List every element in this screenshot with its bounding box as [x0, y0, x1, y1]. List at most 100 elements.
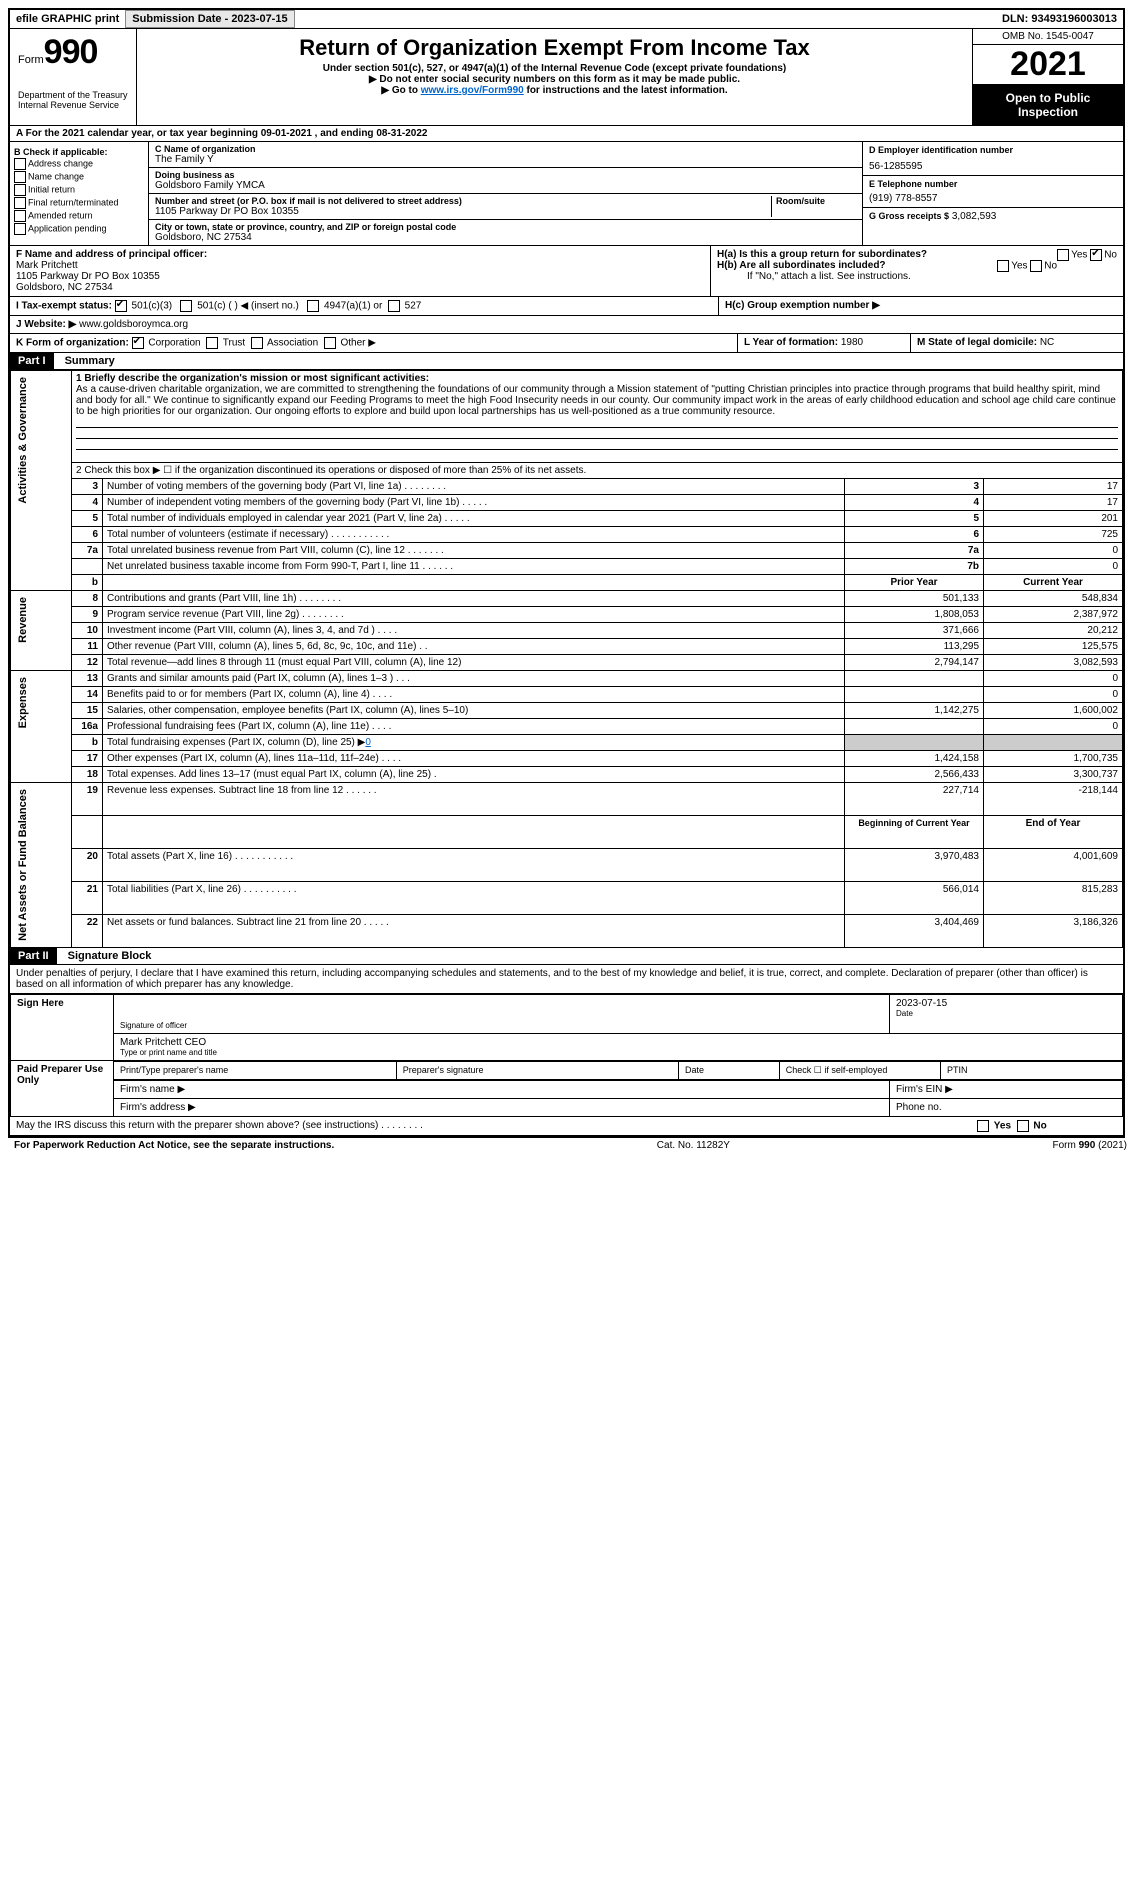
phone-label: Phone no.: [890, 1098, 1123, 1116]
discuss-yes[interactable]: [977, 1120, 989, 1132]
line-11-prior: 113,295: [845, 639, 984, 655]
cb-501c[interactable]: [180, 300, 192, 312]
submission-date-button[interactable]: Submission Date - 2023-07-15: [125, 10, 294, 28]
cb-final-return[interactable]: Final return/terminated: [14, 197, 144, 209]
line-19-prior: 227,714: [845, 783, 984, 816]
hb-label: H(b) Are all subordinates included?: [717, 260, 886, 271]
line-20-eoy: 4,001,609: [984, 848, 1123, 881]
line-20-boy: 3,970,483: [845, 848, 984, 881]
section-b-to-g: B Check if applicable: Address change Na…: [10, 142, 1123, 246]
prior-year-hdr: Prior Year: [845, 575, 984, 591]
gross-label: G Gross receipts $: [869, 211, 949, 221]
cb-other[interactable]: [324, 337, 336, 349]
dln-label: DLN: 93493196003013: [996, 11, 1123, 27]
cb-4947[interactable]: [307, 300, 319, 312]
line-10-label: Investment income (Part VIII, column (A)…: [103, 623, 845, 639]
line-21-label: Total liabilities (Part X, line 26) . . …: [103, 881, 845, 914]
line-16b-link[interactable]: 0: [365, 737, 371, 748]
title-block: Return of Organization Exempt From Incom…: [137, 29, 973, 125]
summary-table: Activities & Governance 1 Briefly descri…: [10, 370, 1123, 948]
part-2-title: Signature Block: [60, 948, 160, 964]
cb-address-change[interactable]: Address change: [14, 158, 144, 170]
line-9-label: Program service revenue (Part VIII, line…: [103, 607, 845, 623]
line-8-curr: 548,834: [984, 591, 1123, 607]
line-16a-label: Professional fundraising fees (Part IX, …: [103, 719, 845, 735]
line-22-label: Net assets or fund balances. Subtract li…: [103, 914, 845, 947]
current-year-hdr: Current Year: [984, 575, 1123, 591]
line-16b-curr-gray: [984, 735, 1123, 751]
subtitle-3: ▶ Go to www.irs.gov/Form990 for instruct…: [145, 85, 964, 96]
officer-name-title: Mark Pritchett CEO: [120, 1037, 1116, 1048]
irs-link[interactable]: www.irs.gov/Form990: [421, 85, 524, 96]
footer-right: Form 990 (2021): [1053, 1140, 1127, 1151]
line-9-prior: 1,808,053: [845, 607, 984, 623]
line-22-boy: 3,404,469: [845, 914, 984, 947]
section-governance: Activities & Governance: [15, 373, 31, 508]
firm-addr-label: Firm's address ▶: [114, 1098, 890, 1116]
cb-initial-return[interactable]: Initial return: [14, 184, 144, 196]
self-employed-label[interactable]: Check ☐ if self-employed: [779, 1061, 940, 1079]
line-8-label: Contributions and grants (Part VIII, lin…: [103, 591, 845, 607]
line-5-label: Total number of individuals employed in …: [103, 511, 845, 527]
sig-date-value: 2023-07-15: [896, 998, 1116, 1009]
section-net-assets: Net Assets or Fund Balances: [15, 785, 31, 945]
line-8-prior: 501,133: [845, 591, 984, 607]
line-4-label: Number of independent voting members of …: [103, 495, 845, 511]
tax-year: 2021: [973, 45, 1123, 85]
ha-no[interactable]: [1090, 249, 1102, 261]
row-f-h: F Name and address of principal officer:…: [10, 246, 1123, 297]
row-j: J Website: ▶ www.goldsboroymca.org: [10, 316, 1123, 334]
form-number-block: Form990 Department of the Treasury Inter…: [10, 29, 137, 125]
line-15-curr: 1,600,002: [984, 703, 1123, 719]
discuss-no[interactable]: [1017, 1120, 1029, 1132]
officer-name: Mark Pritchett: [16, 260, 78, 271]
line-13-curr: 0: [984, 671, 1123, 687]
paid-preparer-label: Paid Preparer Use Only: [11, 1060, 114, 1116]
line-13-label: Grants and similar amounts paid (Part IX…: [103, 671, 845, 687]
discuss-label: May the IRS discuss this return with the…: [10, 1117, 971, 1135]
cb-amended-return[interactable]: Amended return: [14, 210, 144, 222]
firm-ein-label: Firm's EIN ▶: [890, 1080, 1123, 1098]
cb-corp[interactable]: [132, 337, 144, 349]
part-1-badge: Part I: [10, 353, 54, 369]
ha-label: H(a) Is this a group return for subordin…: [717, 249, 927, 260]
officer-label: F Name and address of principal officer:: [16, 249, 207, 260]
tel-label: E Telephone number: [869, 179, 1117, 189]
discuss-row: May the IRS discuss this return with the…: [10, 1117, 1123, 1136]
street-address: 1105 Parkway Dr PO Box 10355: [155, 206, 771, 217]
line-3-label: Number of voting members of the governin…: [103, 479, 845, 495]
line-16a-curr: 0: [984, 719, 1123, 735]
cb-application-pending[interactable]: Application pending: [14, 223, 144, 235]
line-12-label: Total revenue—add lines 8 through 11 (mu…: [103, 655, 845, 671]
part-1-title: Summary: [57, 353, 123, 369]
line-19-label: Revenue less expenses. Subtract line 18 …: [103, 783, 845, 816]
line-14-label: Benefits paid to or for members (Part IX…: [103, 687, 845, 703]
cb-527[interactable]: [388, 300, 400, 312]
line-20-label: Total assets (Part X, line 16) . . . . .…: [103, 848, 845, 881]
year-block: OMB No. 1545-0047 2021 Open to Public In…: [973, 29, 1123, 125]
firm-name-label: Firm's name ▶: [114, 1080, 890, 1098]
prep-date-label: Date: [678, 1061, 779, 1079]
boy-hdr: Beginning of Current Year: [845, 815, 984, 848]
row-k-l-m: K Form of organization: Corporation Trus…: [10, 334, 1123, 353]
hb-yes[interactable]: [997, 260, 1009, 272]
form-label: Form: [18, 54, 44, 66]
line-7b-label: Net unrelated business taxable income fr…: [103, 559, 845, 575]
cb-trust[interactable]: [206, 337, 218, 349]
hb-no[interactable]: [1030, 260, 1042, 272]
line-19-curr: -218,144: [984, 783, 1123, 816]
line-16b: Total fundraising expenses (Part IX, col…: [103, 735, 845, 751]
cb-501c3[interactable]: [115, 300, 127, 312]
ein-label: D Employer identification number: [869, 145, 1117, 155]
tax-status-label: I Tax-exempt status:: [16, 301, 112, 312]
col-b-checkboxes: B Check if applicable: Address change Na…: [10, 142, 149, 245]
cb-assoc[interactable]: [251, 337, 263, 349]
line-9-curr: 2,387,972: [984, 607, 1123, 623]
type-name-label: Type or print name and title: [120, 1048, 1116, 1057]
ein-value: 56-1285595: [869, 161, 1117, 172]
city-state-zip: Goldsboro, NC 27534: [155, 232, 856, 243]
line-18-prior: 2,566,433: [845, 767, 984, 783]
ha-yes[interactable]: [1057, 249, 1069, 261]
cb-name-change[interactable]: Name change: [14, 171, 144, 183]
subtitle-2: ▶ Do not enter social security numbers o…: [145, 74, 964, 85]
